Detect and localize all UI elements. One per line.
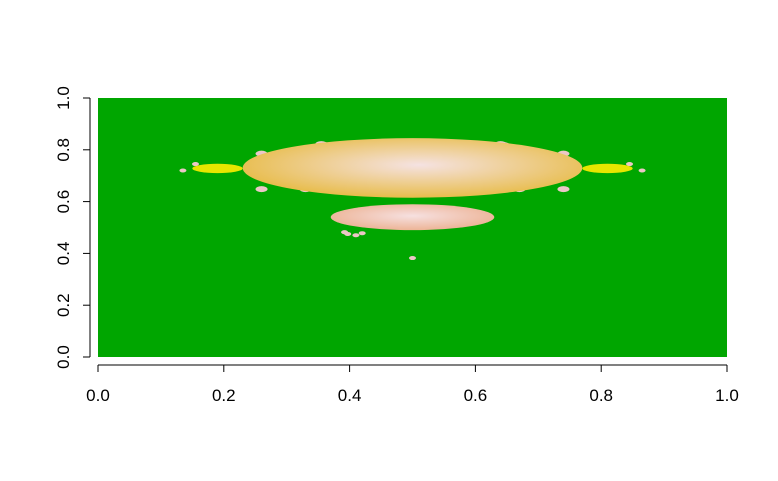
mandelbrot-regions — [192, 138, 633, 231]
y-tick-label: 0.6 — [54, 190, 73, 214]
boundary-speck — [352, 233, 360, 238]
x-tick-label: 0.4 — [338, 386, 362, 405]
x-tick-label: 1.0 — [715, 386, 739, 405]
x-axis: 0.0 0.2 0.4 0.6 0.8 1.0 — [86, 364, 739, 405]
lobe-antenna — [615, 166, 632, 171]
y-axis: 0.0 0.2 0.4 0.6 0.8 1.0 — [54, 86, 91, 369]
x-tick-label: 0.6 — [464, 386, 488, 405]
y-tick-label: 0.4 — [54, 242, 73, 266]
x-tick-label: 0.0 — [86, 386, 110, 405]
y-tick-label: 0.0 — [54, 345, 73, 369]
boundary-speck — [638, 168, 646, 173]
boundary-speck — [626, 162, 634, 167]
y-tick-label: 0.8 — [54, 138, 73, 162]
lower-bulb — [330, 204, 495, 231]
boundary-speck — [179, 168, 187, 173]
right-lobe — [582, 163, 633, 174]
boundary-speck — [191, 162, 199, 167]
y-tick-label: 0.2 — [54, 293, 73, 317]
y-tick-label: 1.0 — [54, 86, 73, 110]
boundary-speck — [557, 186, 570, 193]
boundary-speck — [358, 231, 366, 236]
left-lobe — [192, 163, 243, 174]
boundary-speck — [255, 186, 268, 193]
boundary-speck — [409, 256, 416, 261]
lobe-antenna — [193, 166, 210, 171]
x-tick-label: 0.2 — [212, 386, 236, 405]
x-tick-label: 0.8 — [589, 386, 613, 405]
boundary-speck — [341, 230, 349, 235]
main-cardioid — [242, 138, 583, 198]
